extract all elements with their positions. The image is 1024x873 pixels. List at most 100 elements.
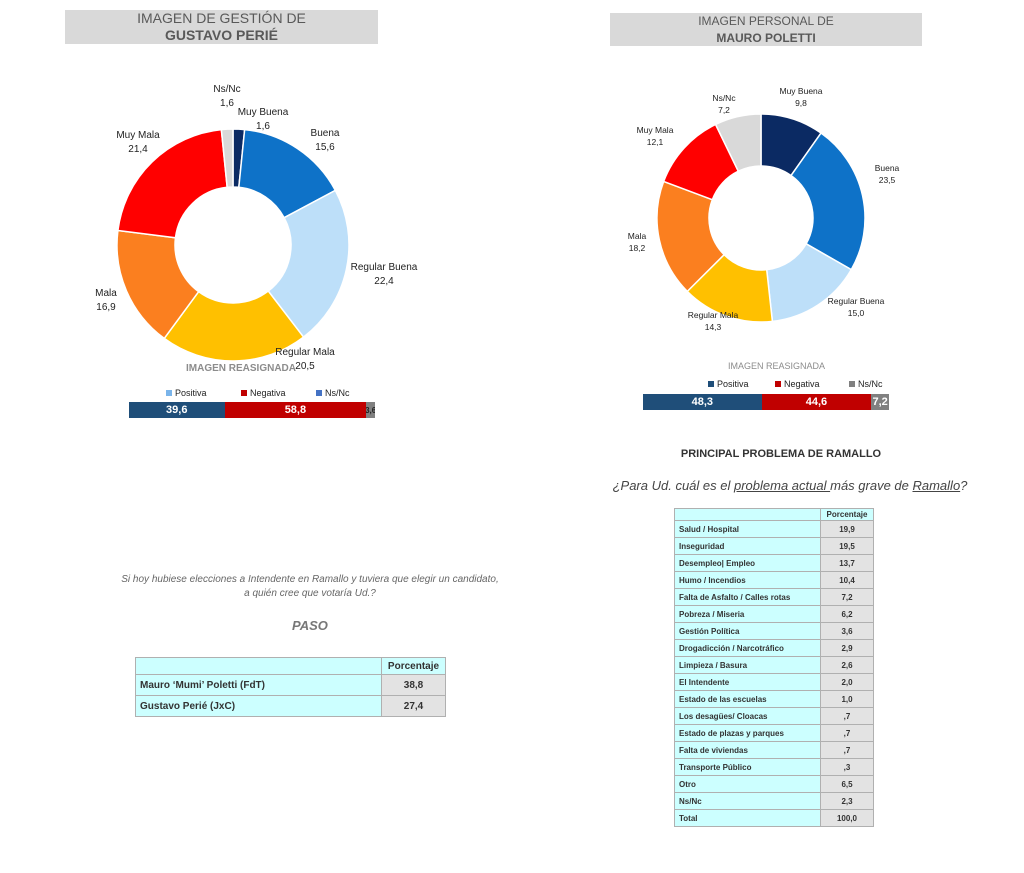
problems-row-name: Drogadicción / Narcotráfico [674, 639, 821, 657]
left-legend-nsnc: Ns/Nc [316, 388, 350, 398]
problems-row: Transporte Público ,3 [674, 758, 874, 776]
left-header: IMAGEN DE GESTIÓN DE GUSTAVO PERIÉ [65, 10, 378, 44]
problems-table: Porcentaje Salud / Hospital 19,9 Insegurid… [674, 508, 874, 827]
vote-header-empty [135, 657, 382, 675]
problems-row-value: 2,0 [820, 673, 874, 691]
problems-row-name: Inseguridad [674, 537, 821, 555]
legend-swatch [775, 381, 781, 387]
problems-row-value: ,7 [820, 741, 874, 759]
problems-row: Gestión Política 3,6 [674, 622, 874, 640]
left-label-muy-mala: Muy Mala 21,4 [116, 130, 160, 155]
problems-row-value: 2,3 [820, 792, 874, 810]
vote-row-name: Mauro ‘Mumi’ Poletti (FdT) [135, 674, 382, 696]
problems-row: Salud / Hospital 19,9 [674, 520, 874, 538]
problems-row-value: 100,0 [820, 809, 874, 827]
right-legend-positive: Positiva [708, 379, 749, 389]
problems-row: Inseguridad 19,5 [674, 537, 874, 555]
left-bar-nsnc: 3,6 [366, 402, 375, 418]
left-label-regular-buena: Regular Buena 22,4 [350, 262, 418, 287]
right-label-buena: Buena 23,5 [874, 163, 900, 185]
right-bar-positive: 48,3 [643, 394, 762, 410]
problems-row: Falta de viviendas ,7 [674, 741, 874, 759]
problems-row-name: Falta de viviendas [674, 741, 821, 759]
problems-row-value: 13,7 [820, 554, 874, 572]
problems-row-name: El Intendente [674, 673, 821, 691]
left-reassigned-title: IMAGEN REASIGNADA [186, 363, 297, 374]
vote-table: Porcentaje Mauro ‘Mumi’ Poletti (FdT) 38,… [135, 657, 446, 717]
right-reassigned-title: IMAGEN REASIGNADA [728, 361, 826, 371]
left-bar-positive: 39,6 [129, 402, 225, 418]
right-header-line1: IMAGEN PERSONAL DE [698, 14, 834, 28]
left-bar-negative: 58,8 [224, 402, 367, 418]
right-label-mala: Mala 18,2 [627, 231, 647, 253]
problems-row-name: Ns/Nc [674, 792, 821, 810]
left-donut-slice-regular-mala [163, 289, 305, 362]
problems-row: Estado de las escuelas 1,0 [674, 690, 874, 708]
legend-swatch [849, 381, 855, 387]
right-bar-nsnc: 7,2 [871, 394, 889, 410]
left-label-nsnc: Ns/Nc 1,6 [213, 84, 241, 109]
problems-row: Limpieza / Basura 2,6 [674, 656, 874, 674]
problems-row-value: 3,6 [820, 622, 874, 640]
right-reassigned-bar: 48,3 44,6 7,2 [643, 394, 889, 410]
problems-row: Humo / Incendios 10,4 [674, 571, 874, 589]
problems-row-value: 7,2 [820, 588, 874, 606]
problems-row-name: Falta de Asfalto / Calles rotas [674, 588, 821, 606]
right-legend-nsnc: Ns/Nc [849, 379, 883, 389]
vote-row: Gustavo Perié (JxC) 27,4 [135, 695, 446, 717]
vote-row: Mauro ‘Mumi’ Poletti (FdT) 38,8 [135, 674, 446, 696]
left-donut-slice-regular-buena [267, 189, 350, 339]
left-donut-slice-muy-mala [117, 128, 229, 239]
vote-col-header: Porcentaje [381, 657, 446, 675]
right-legend-negative: Negativa [775, 379, 820, 389]
problems-row: Ns/Nc 2,3 [674, 792, 874, 810]
problems-row: Desempleo| Empleo 13,7 [674, 554, 874, 572]
problems-row-name: Limpieza / Basura [674, 656, 821, 674]
problems-row-name: Gestión Política [674, 622, 821, 640]
legend-swatch [708, 381, 714, 387]
problems-row: Otro 6,5 [674, 775, 874, 793]
vote-row-value: 27,4 [381, 695, 446, 717]
right-label-regular-mala: Regular Mala 14,3 [687, 310, 739, 332]
legend-swatch [316, 390, 322, 396]
right-header: IMAGEN PERSONAL DE MAURO POLETTI [610, 13, 922, 46]
right-label-muy-mala: Muy Mala 12,1 [636, 125, 674, 147]
left-reassigned-bar: 39,6 58,8 3,6 [129, 402, 375, 418]
problems-row-value: 19,9 [820, 520, 874, 538]
problems-row-name: Salud / Hospital [674, 520, 821, 538]
left-label-muy-buena: Muy Buena 1,6 [237, 107, 289, 132]
problems-row-name: Total [674, 809, 821, 827]
right-donut-slice-ns-nc [714, 113, 762, 173]
problems-title: PRINCIPAL PROBLEMA DE RAMALLO [680, 448, 882, 460]
right-header-line2: MAURO POLETTI [716, 31, 816, 45]
problems-col-header: Porcentaje [820, 508, 874, 521]
problems-row-value: ,7 [820, 707, 874, 725]
left-label-regular-mala: Regular Mala 20,5 [275, 347, 335, 372]
right-bar-negative: 44,6 [761, 394, 872, 410]
problems-row-value: 2,9 [820, 639, 874, 657]
problems-row: Falta de Asfalto / Calles rotas 7,2 [674, 588, 874, 606]
left-legend-positive: Positiva [166, 388, 207, 398]
right-label-nsnc: Ns/Nc 7,2 [712, 93, 736, 115]
left-header-line1: IMAGEN DE GESTIÓN DE [137, 10, 306, 26]
problems-row-name: Transporte Público [674, 758, 821, 776]
problems-row: Los desagües/ Cloacas ,7 [674, 707, 874, 725]
problems-row-name: Pobreza / Miseria [674, 605, 821, 623]
problems-row-value: 10,4 [820, 571, 874, 589]
left-label-mala: Mala 16,9 [95, 288, 117, 313]
left-header-line2: GUSTAVO PERIÉ [164, 27, 279, 43]
problems-row: Total 100,0 [674, 809, 874, 827]
paso-title: PASO [292, 618, 328, 633]
problems-row-name: Desempleo| Empleo [674, 554, 821, 572]
left-donut-slice-ns-nc [220, 128, 234, 189]
problems-row-value: ,7 [820, 724, 874, 742]
left-label-buena: Buena 15,6 [310, 128, 340, 153]
vote-row-value: 38,8 [381, 674, 446, 696]
problems-row-value: 6,2 [820, 605, 874, 623]
problems-header-empty [674, 508, 821, 521]
problems-row-value: 19,5 [820, 537, 874, 555]
right-label-muy-buena: Muy Buena 9,8 [779, 86, 823, 108]
problems-row-name: Estado de las escuelas [674, 690, 821, 708]
problems-row: Estado de plazas y parques ,7 [674, 724, 874, 742]
